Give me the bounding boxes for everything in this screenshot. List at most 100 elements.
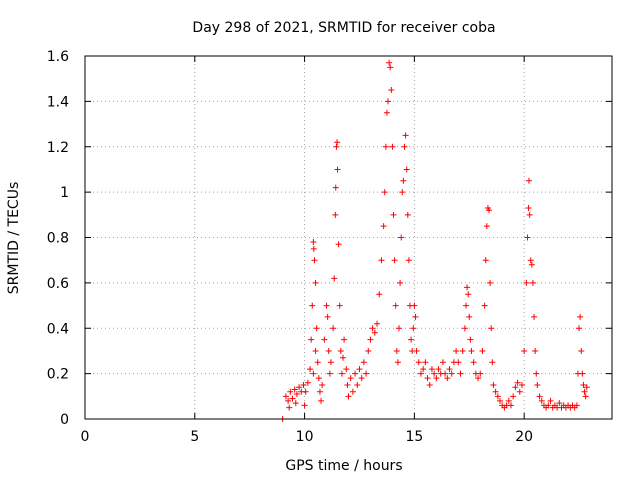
data-point (331, 275, 338, 282)
data-point (304, 379, 311, 386)
data-point (525, 205, 532, 212)
data-point (442, 370, 449, 377)
data-point (487, 279, 494, 286)
y-tick-label: 0.4 (47, 321, 69, 337)
data-point (468, 347, 475, 354)
data-point (344, 381, 351, 388)
data-point (518, 381, 525, 388)
data-point (405, 257, 412, 264)
data-point (581, 388, 588, 395)
data-point (301, 402, 308, 409)
data-point (293, 391, 300, 398)
data-point (360, 359, 367, 366)
data-point (378, 257, 385, 264)
data-point (398, 234, 405, 241)
data-point (354, 381, 361, 388)
data-point (367, 336, 374, 343)
data-point (439, 359, 446, 366)
data-point (287, 388, 294, 395)
data-point (341, 336, 348, 343)
data-point (389, 143, 396, 150)
data-point (538, 397, 545, 404)
data-point (323, 302, 330, 309)
data-point (343, 366, 350, 373)
y-tick-label: 0.6 (47, 276, 69, 292)
data-point (536, 393, 543, 400)
data-point (477, 370, 484, 377)
data-point (492, 388, 499, 395)
data-point (494, 393, 501, 400)
x-tick-label: 10 (296, 429, 314, 445)
data-point (483, 223, 490, 230)
data-point (332, 211, 339, 218)
data-point (576, 325, 583, 332)
data-point (577, 313, 584, 320)
data-point (386, 59, 393, 66)
data-point (318, 397, 325, 404)
data-point (365, 347, 372, 354)
data-point (497, 397, 504, 404)
data-point (482, 257, 489, 264)
data-point (399, 189, 406, 196)
data-point (583, 384, 590, 391)
x-tick-label: 5 (190, 429, 199, 445)
data-point (466, 313, 473, 320)
data-point (455, 359, 462, 366)
data-point (383, 109, 390, 116)
data-point (292, 400, 299, 407)
data-point (534, 381, 541, 388)
data-point (446, 366, 453, 373)
data-point (532, 347, 539, 354)
data-point (579, 370, 586, 377)
data-point (461, 325, 468, 332)
data-point (356, 366, 363, 373)
data-point (296, 384, 303, 391)
y-tick-label: 1.2 (47, 140, 69, 156)
data-point (514, 379, 521, 386)
data-point (547, 397, 554, 404)
data-point (410, 325, 417, 332)
data-point (392, 302, 399, 309)
data-point (334, 139, 341, 146)
data-point (311, 257, 318, 264)
data-point (345, 393, 352, 400)
data-point (459, 347, 466, 354)
data-point (310, 370, 317, 377)
data-point (481, 302, 488, 309)
data-point (282, 393, 289, 400)
data-point (510, 393, 517, 400)
data-point (332, 184, 339, 191)
data-point (428, 366, 435, 373)
data-point (462, 302, 469, 309)
data-point (310, 239, 317, 246)
tick-labels: 0 0.2 0.4 0.6 0.8 1 1.2 1.4 1.6 0 5 10 15 20 (47, 49, 533, 445)
data-point (338, 370, 345, 377)
data-point (420, 366, 427, 373)
data-point (307, 366, 314, 373)
data-point (324, 313, 331, 320)
data-point (309, 302, 316, 309)
grid-lines (85, 56, 612, 419)
data-point (340, 354, 347, 361)
y-tick-label: 1.6 (47, 49, 69, 65)
data-point (388, 87, 395, 94)
data-point (312, 347, 319, 354)
data-point (352, 370, 359, 377)
data-point (464, 284, 471, 291)
data-point (394, 359, 401, 366)
y-tick-label: 1 (60, 185, 69, 201)
data-point (382, 143, 389, 150)
data-point (479, 347, 486, 354)
data-point (411, 302, 418, 309)
x-tick-label: 0 (81, 429, 90, 445)
data-point (521, 347, 528, 354)
data-point (470, 359, 477, 366)
y-tick-label: 0 (60, 412, 69, 428)
data-point (527, 257, 534, 264)
data-point (381, 189, 388, 196)
data-point (580, 381, 587, 388)
data-point (315, 375, 322, 382)
data-point (308, 336, 315, 343)
data-point (401, 143, 408, 150)
